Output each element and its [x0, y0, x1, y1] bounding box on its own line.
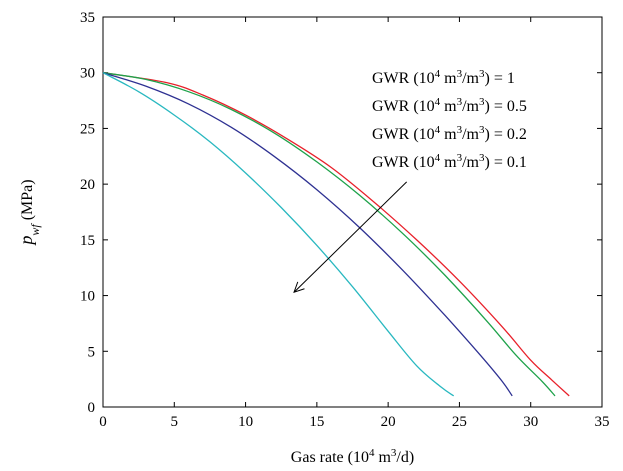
- arrow-shaft: [293, 181, 408, 293]
- legend-entry-4: GWR (104 m3/m3) = 0.1: [372, 152, 527, 171]
- x-tick-label: 10: [238, 414, 253, 430]
- series-line-4: [102, 72, 455, 397]
- y-tick-label: 15: [80, 233, 95, 249]
- arrow-head: [293, 281, 305, 294]
- y-tick-label: 20: [80, 177, 95, 193]
- y-tick-label: 5: [88, 344, 96, 360]
- legend-entry-3: GWR (104 m3/m3) = 0.2: [372, 124, 527, 143]
- legend: GWR (104 m3/m3) = 1 GWR (104 m3/m3) = 0.5…: [372, 68, 527, 171]
- x-tick-label: 30: [523, 414, 538, 430]
- series-layer: [102, 72, 570, 397]
- legend-entry-2: GWR (104 m3/m3) = 0.5: [372, 96, 527, 115]
- x-axis-label: Gas rate (104 m3/d): [291, 447, 414, 466]
- trend-arrow: [293, 181, 408, 294]
- plot-frame: [102, 16, 603, 408]
- y-axis-label: pwf (MPa): [16, 179, 42, 246]
- series-line-2: [102, 72, 556, 397]
- x-tick-label: 35: [595, 414, 610, 430]
- y-tick-label: 0: [88, 400, 96, 416]
- plot-area: [102, 16, 603, 408]
- legend-entry-1: GWR (104 m3/m3) = 1: [372, 68, 515, 87]
- x-tick-label: 0: [99, 414, 107, 430]
- y-tick-label: 10: [80, 289, 95, 305]
- x-tick-label: 5: [171, 414, 179, 430]
- y-axis: 0 5 10 15 20 25 30 35: [80, 10, 602, 416]
- x-tick-label: 20: [381, 414, 396, 430]
- x-tick-label: 15: [309, 414, 324, 430]
- y-tick-label: 30: [80, 66, 95, 82]
- series-line-3: [102, 72, 513, 397]
- series-line-1: [102, 72, 570, 397]
- y-tick-label: 25: [80, 121, 95, 137]
- y-tick-label: 35: [80, 10, 95, 26]
- x-tick-label: 25: [452, 414, 467, 430]
- x-axis: 0 5 10 15 20 25 30 35: [99, 17, 610, 430]
